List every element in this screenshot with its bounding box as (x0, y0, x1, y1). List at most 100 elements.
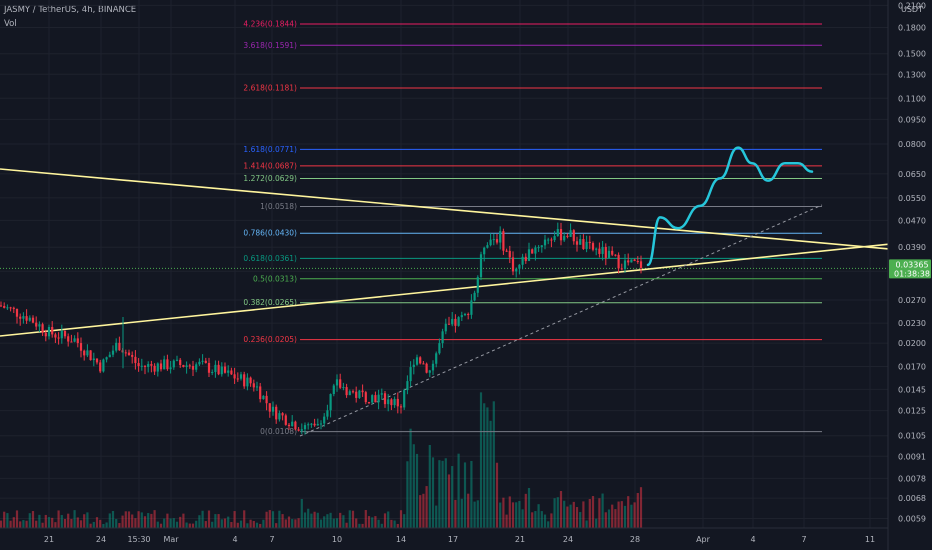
price-tick-label: 0.0950 (898, 115, 926, 124)
volume-bar (438, 460, 441, 528)
volume-bar (22, 520, 25, 528)
volume-bar (73, 510, 76, 528)
price-tick-label: 0.0068 (898, 494, 926, 503)
volume-bar (355, 518, 358, 528)
candle-body (332, 385, 335, 395)
fibonacci-levels: 4.236(0.1844) 3.618(0.1591) 2.618(0.1181) 1… (243, 20, 822, 436)
volume-bar (617, 501, 620, 528)
volume-bar (380, 523, 383, 528)
volume-bar (124, 511, 127, 528)
candle-body (355, 391, 358, 398)
volume-bar (550, 513, 553, 528)
candle-body (470, 300, 473, 315)
volume-bar (15, 510, 19, 528)
candle-body (150, 364, 153, 366)
volume-bar (479, 392, 483, 528)
volume-bar (422, 493, 425, 528)
candle-body (636, 261, 639, 263)
volume-bar (63, 518, 67, 528)
volume-bar (623, 505, 627, 528)
volume-bar (537, 504, 540, 528)
candle-body (89, 350, 92, 361)
candle-body (262, 395, 265, 400)
price-tick-label: 0.0200 (898, 339, 926, 348)
volume-bar (51, 517, 54, 528)
volume-bar (345, 522, 348, 528)
candle-body (543, 239, 547, 246)
volume-bar (156, 521, 159, 528)
candle-body (287, 424, 291, 427)
volume-bar (134, 518, 137, 528)
volume-bar (35, 520, 38, 528)
candle-body (342, 387, 345, 389)
candle-body (441, 331, 444, 344)
candle-body (31, 317, 35, 323)
volume-bar (147, 513, 150, 528)
dashed-support-trendline[interactable] (299, 204, 823, 437)
fib-level-label: 0(0.0108) (260, 427, 297, 436)
candle-body (438, 343, 441, 354)
candle-body (358, 390, 361, 398)
volume-bar (454, 499, 457, 528)
candle-body (44, 332, 47, 337)
candle-body (515, 268, 518, 272)
time-tick-label: 14 (396, 535, 406, 544)
candle-body (399, 406, 403, 408)
candle-body (396, 398, 399, 407)
volume-bar (159, 523, 163, 528)
candle-body (35, 322, 38, 327)
symbol-title: JASMY / TetherUS, 4h, BINANCE (4, 5, 137, 15)
volume-bar (217, 514, 220, 528)
candle-body (604, 246, 607, 258)
price-unit-label: USDT (901, 5, 923, 14)
volume-bar (463, 462, 467, 528)
candle-body (275, 406, 278, 420)
volume-bar (230, 522, 233, 528)
volume-bar (3, 511, 6, 528)
candle-body (236, 378, 239, 380)
candle-body (611, 250, 614, 255)
volume-bar (220, 519, 223, 528)
volume-bar (457, 453, 460, 528)
projection-path-line[interactable] (646, 146, 814, 267)
time-tick-label: 11 (865, 535, 875, 544)
time-tick-label: 28 (630, 535, 640, 544)
candle-body (339, 379, 342, 388)
candle-body (124, 352, 127, 354)
volume-bar (89, 523, 92, 528)
volume-bar (492, 401, 495, 528)
volume-bar (467, 493, 470, 528)
fib-level-label: 1.272(0.0629) (243, 174, 297, 183)
volume-bar (447, 474, 451, 528)
time-tick-label: 7 (801, 535, 806, 544)
candle-body (598, 248, 601, 254)
volume-bar (102, 523, 105, 528)
ascending-support-trendline[interactable] (0, 242, 901, 337)
volume-bar (444, 458, 447, 528)
candle-body (425, 363, 428, 373)
candle-body (169, 367, 172, 370)
volume-bar (636, 493, 639, 528)
volume-bar (143, 516, 147, 528)
candle-body (492, 239, 495, 241)
volume-bar (425, 486, 428, 528)
volume-bar (351, 510, 355, 528)
volume-indicator-label[interactable]: Vol (4, 19, 17, 29)
candle-body (156, 363, 159, 372)
descending-resistance-trendline[interactable] (0, 168, 901, 251)
price-tick-label: 0.0390 (898, 243, 926, 252)
candle-body (9, 307, 12, 309)
volume-bar (396, 523, 399, 528)
candle-body (239, 374, 243, 379)
volume-bar (521, 509, 524, 528)
candle-body (585, 241, 588, 250)
candle-body (422, 363, 425, 365)
candle-body (393, 398, 396, 406)
candle-body (419, 357, 422, 364)
volume-bar (547, 521, 550, 528)
candle-body (454, 318, 457, 326)
candle-body (28, 317, 31, 321)
candle-body (639, 261, 643, 268)
volume-bar (524, 493, 527, 528)
